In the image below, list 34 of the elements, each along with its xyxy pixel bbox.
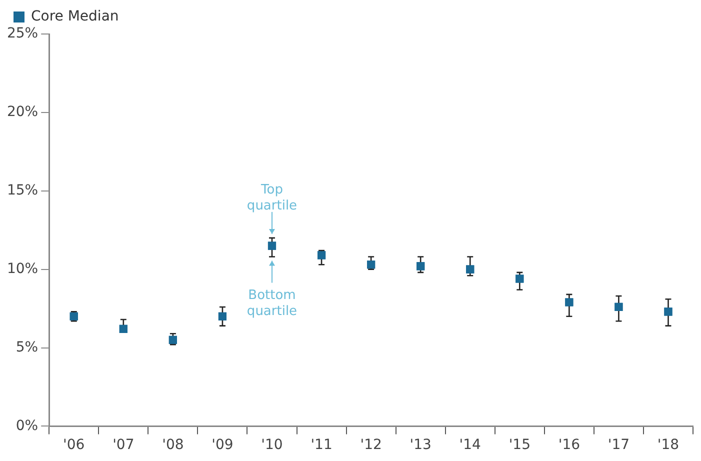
point [664,308,672,316]
y-tick-label: 10% [6,260,38,277]
x-tick-label: '16 [558,437,580,454]
x-tick-label: '14 [459,437,482,454]
point [317,251,326,260]
y-tick-label: 5% [16,339,38,356]
x-tick-label: '08 [162,437,184,454]
x-tick-label: '06 [63,437,85,454]
x-tick-label: '17 [608,437,630,454]
annotation: Bottom quartile [246,288,298,320]
y-tick-label: 0% [16,418,38,434]
point [516,274,524,283]
point [367,260,376,269]
x-tick-label: '13 [410,437,432,454]
x-tick-label: '07 [112,437,134,454]
point [466,265,474,274]
legend-label: Core Median [31,8,119,25]
point [614,302,623,312]
y-tick-label: 15% [6,182,38,199]
x-tick-label: '10 [261,437,283,454]
x-tick-label: '11 [310,437,332,454]
x-tick-label: '12 [360,437,382,454]
point [565,298,574,306]
point [168,336,177,344]
y-tick-label: 20% [6,104,38,120]
point [119,324,128,333]
y-tick-label: 25% [6,26,38,42]
point [218,312,227,320]
point [416,262,425,270]
x-tick-label: '15 [508,437,530,454]
x-tick-label: '18 [657,437,680,454]
point [268,242,276,250]
annotation: Top quartile [246,182,298,214]
x-tick-label: '09 [212,437,234,454]
